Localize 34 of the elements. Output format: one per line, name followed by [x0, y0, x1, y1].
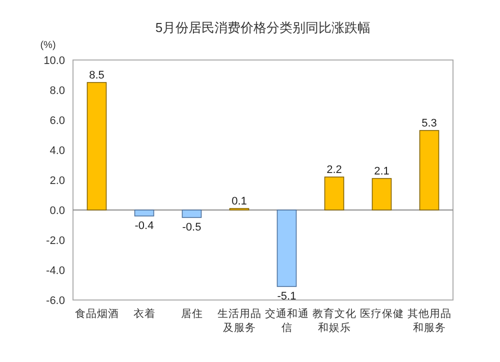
y-tick-label: 6.0 [50, 115, 65, 127]
bar [86, 82, 107, 210]
x-tick-label: 交通和通信 [264, 307, 309, 334]
bar [324, 176, 344, 210]
bar [276, 210, 297, 287]
y-tick-label: -6.0 [46, 295, 65, 307]
data-label: 2.2 [326, 164, 342, 176]
y-axis-title: (%) [40, 40, 56, 51]
y-tick-label: -4.0 [46, 265, 65, 277]
y-tick-label: 0.0 [50, 205, 65, 217]
data-label: 8.5 [89, 70, 104, 82]
data-label: -5.1 [277, 290, 296, 302]
bar [134, 210, 154, 216]
x-tick-label: 生活用品及服务 [217, 307, 262, 334]
y-tick-label: 4.0 [50, 145, 65, 157]
x-tick-label: 教育文化和娱乐 [312, 307, 356, 334]
x-tick-label: 居住 [180, 308, 203, 320]
bar [182, 210, 202, 218]
data-label: 2.1 [374, 166, 390, 178]
x-tick-label: 其他用品和服务 [407, 307, 452, 334]
bar [419, 130, 440, 210]
y-tick-label: 10.0 [44, 55, 65, 67]
data-label: 0.1 [232, 196, 247, 208]
y-tick-label: -2.0 [46, 235, 65, 247]
x-tick-label: 食品烟酒 [74, 307, 119, 320]
data-label: -0.5 [182, 222, 202, 234]
y-tick-label: 8.0 [50, 85, 65, 97]
bar [372, 178, 392, 210]
data-label: -0.4 [134, 220, 154, 232]
data-label: 5.3 [422, 118, 437, 130]
chart-title: 5月份居民消费价格分类别同比涨跌幅 [155, 20, 371, 35]
x-tick-label: 衣着 [133, 307, 156, 320]
x-tick-label: 医疗保健 [360, 307, 404, 320]
y-tick-label: 2.0 [50, 175, 65, 187]
